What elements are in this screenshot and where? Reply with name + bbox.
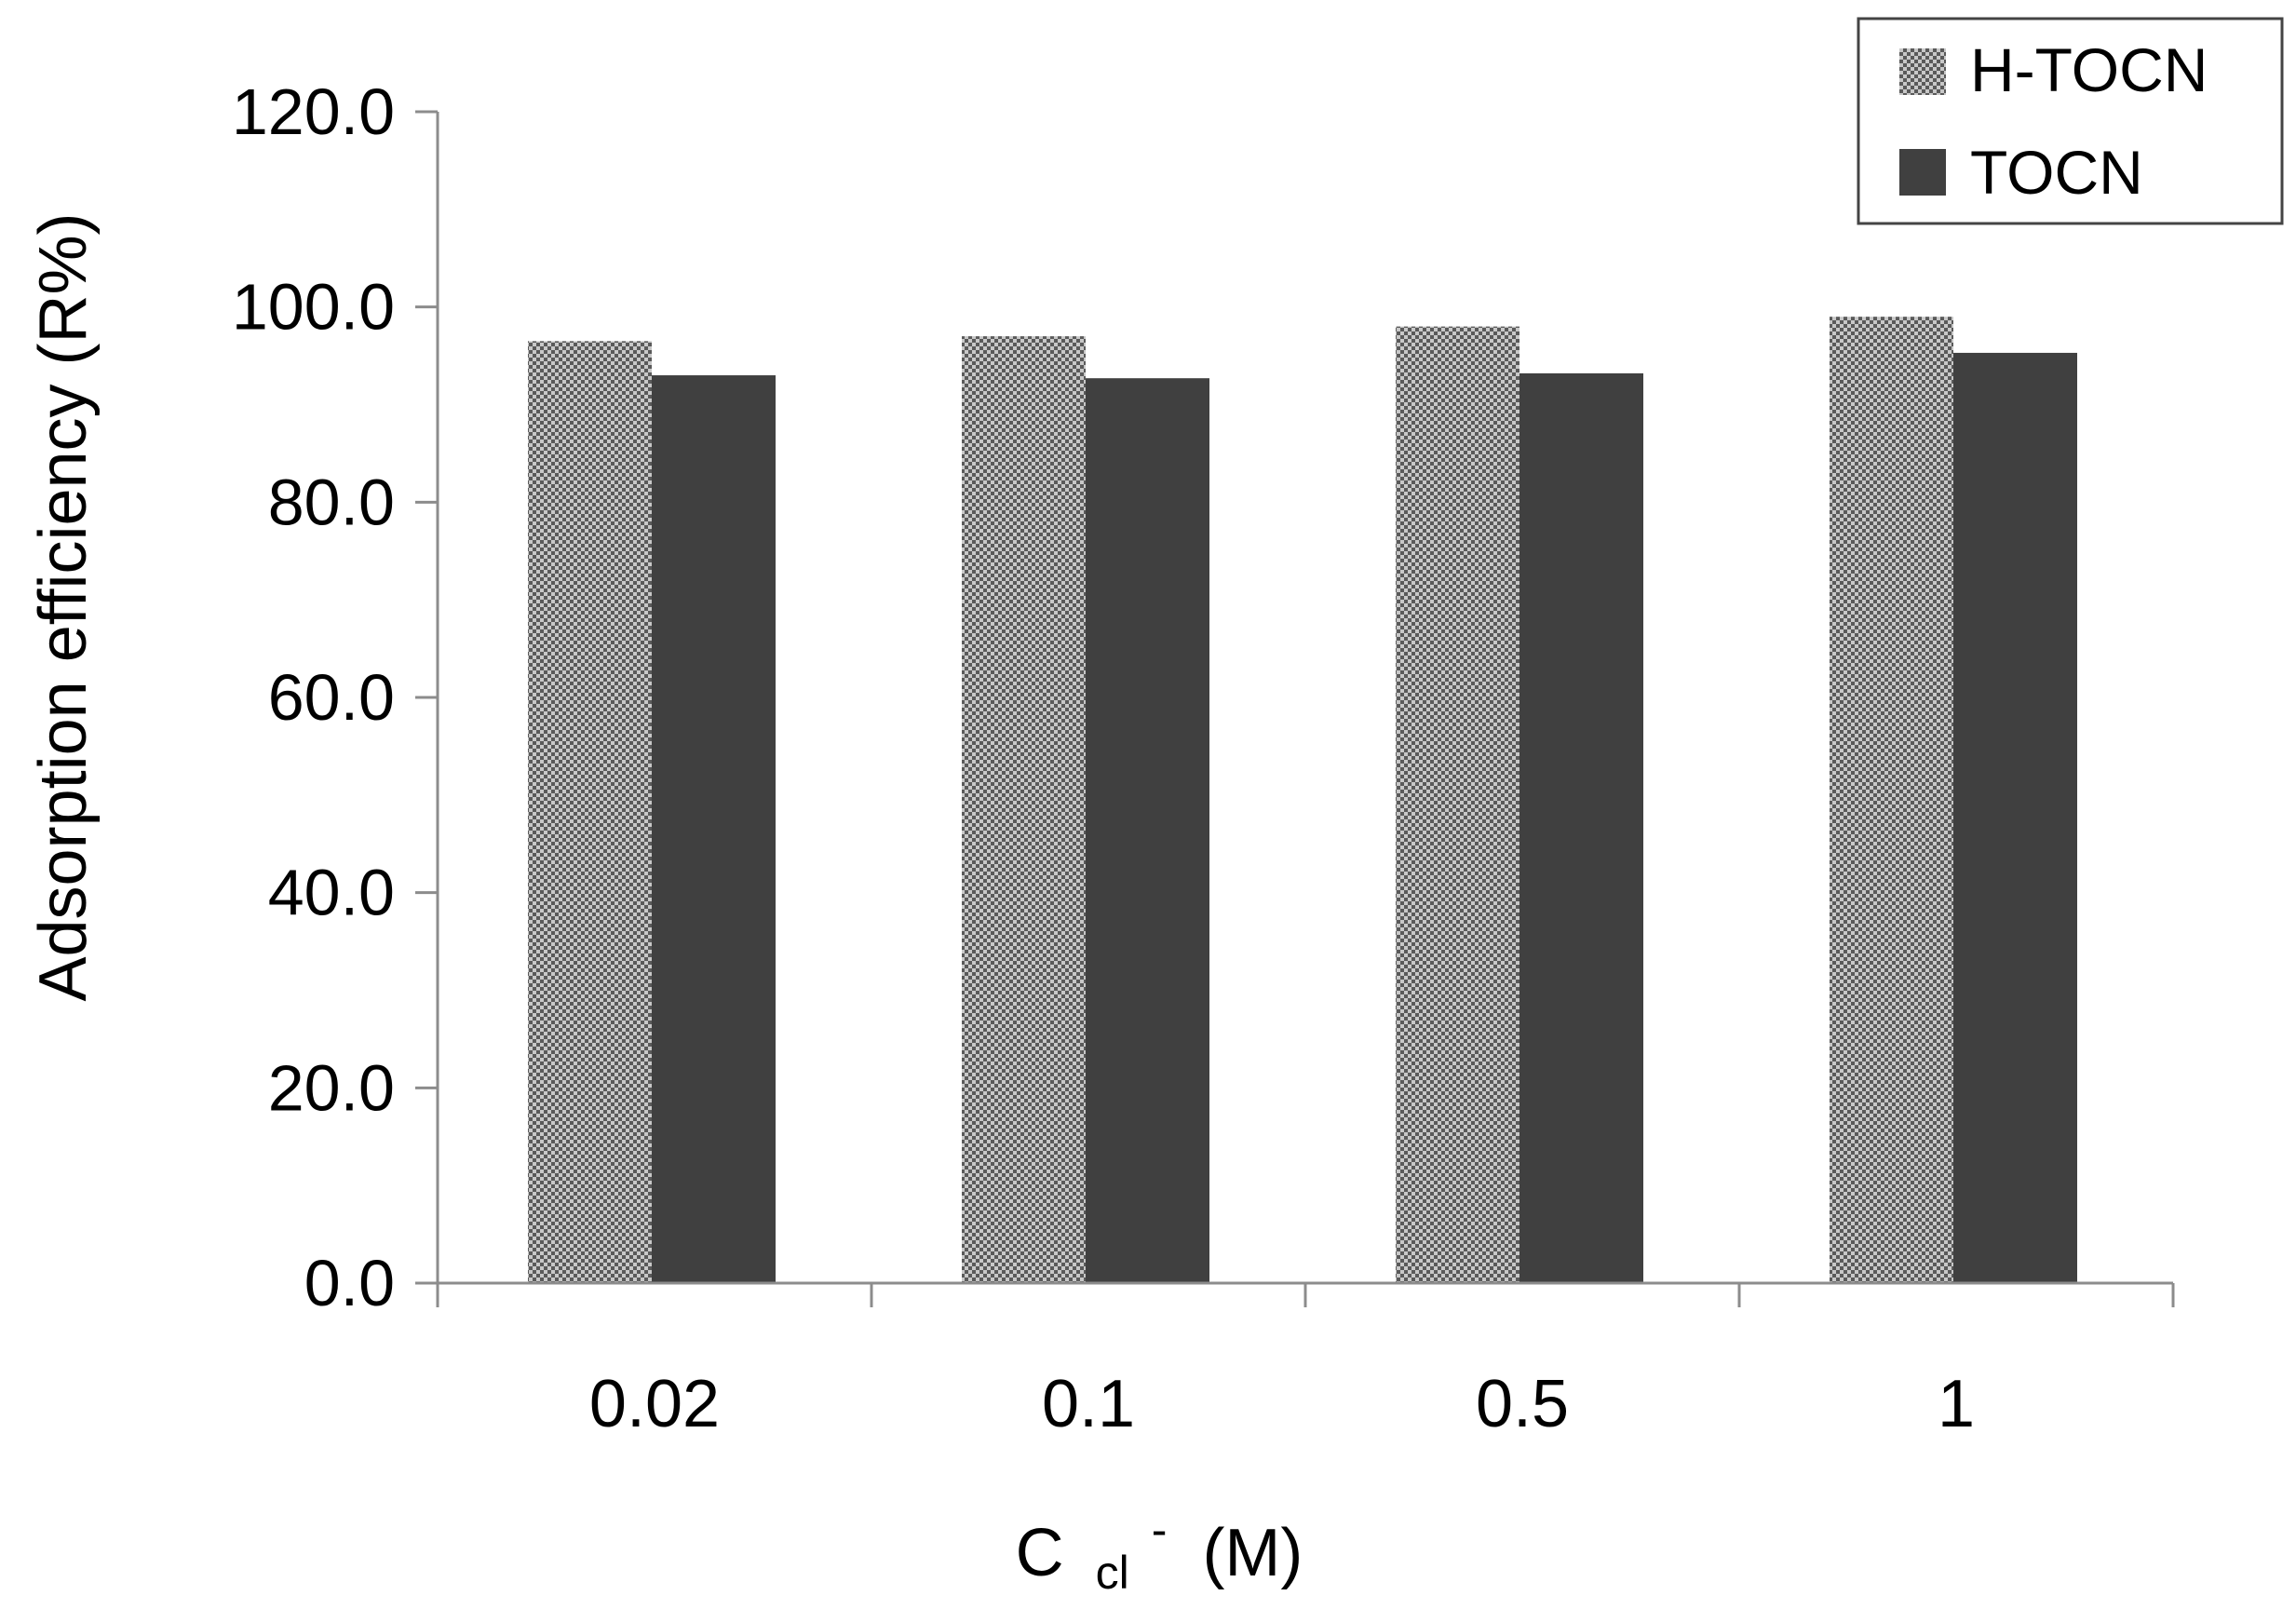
bar-tocn-1 (1953, 352, 2077, 1283)
plot-area (528, 317, 2077, 1284)
x-axis-title: C cl - (M) (1016, 1486, 1303, 1603)
y-tick-label: 60.0 (268, 661, 395, 734)
legend: H-TOCN TOCN (1857, 17, 2284, 225)
legend-swatch-h-tocn (1899, 48, 1946, 95)
x-tick-label: 1 (1938, 1367, 1975, 1441)
y-tick-label: 40.0 (268, 857, 395, 929)
legend-label-tocn: TOCN (1970, 138, 2143, 207)
y-tick-label: 80.0 (268, 466, 395, 538)
bar-h-tocn-0_02 (528, 341, 652, 1283)
axes: 0.0 20.0 40.0 60.0 80.0 100.0 120.0 0.02 0.1 0.5 1 (232, 75, 2175, 1441)
y-tick-label: 120.0 (232, 75, 395, 148)
x-tick-label: 0.1 (1042, 1367, 1135, 1441)
legend-label-h-tocn: H-TOCN (1970, 35, 2208, 104)
y-tick-label: 20.0 (268, 1051, 395, 1124)
x-tick-label: 0.02 (589, 1367, 720, 1441)
x-axis-title-superscript: - (1152, 1504, 1168, 1556)
x-axis-title-subscript: cl (1096, 1547, 1129, 1599)
bar-tocn-0_1 (1086, 378, 1209, 1283)
x-axis-title-main: C (1016, 1516, 1064, 1590)
bar-h-tocn-0_1 (962, 336, 1086, 1283)
x-axis-title-suffix: (M) (1202, 1516, 1303, 1590)
y-axis-title: Adsorption efficiency (R%) (26, 212, 101, 1001)
bar-tocn-0_02 (652, 375, 776, 1283)
bar-h-tocn-1 (1830, 317, 1953, 1283)
bar-h-tocn-0_5 (1396, 326, 1519, 1284)
bar-tocn-0_5 (1519, 372, 1643, 1283)
x-tick-label: 0.5 (1476, 1367, 1569, 1441)
y-tick-label: 100.0 (232, 271, 395, 344)
legend-swatch-tocn (1899, 149, 1946, 196)
y-tick-label: 0.0 (304, 1247, 395, 1319)
